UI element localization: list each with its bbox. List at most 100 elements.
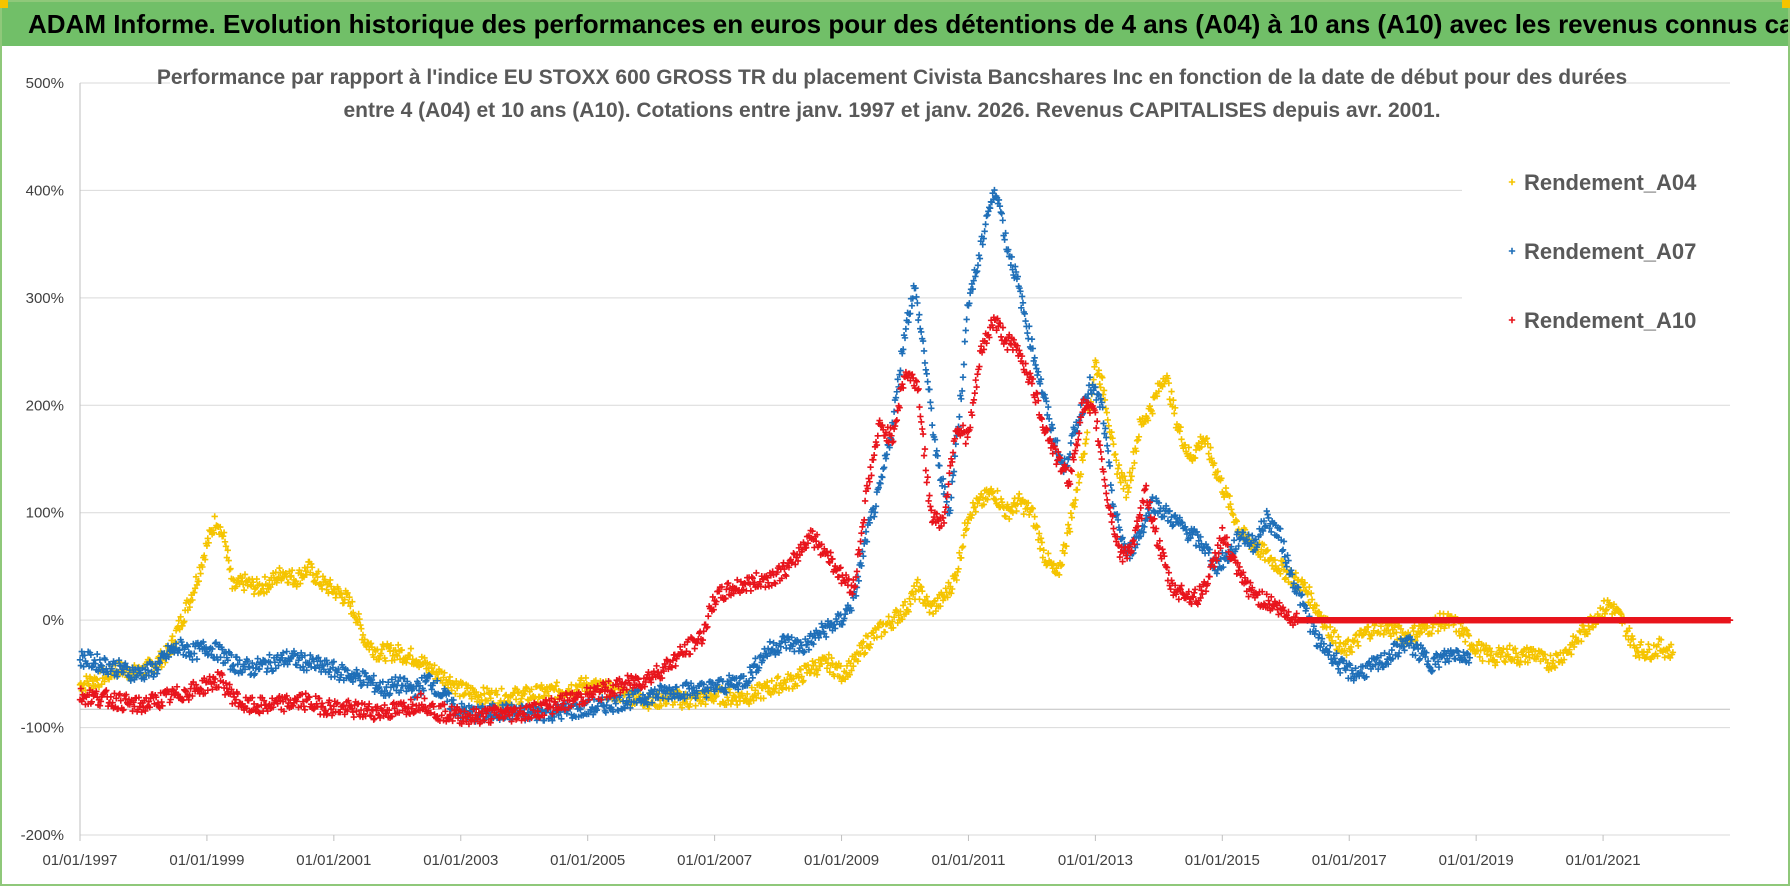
data-point	[1122, 477, 1129, 484]
data-point	[1064, 521, 1072, 528]
data-point	[1129, 465, 1136, 472]
data-point	[1113, 457, 1120, 464]
data-point	[251, 585, 259, 593]
data-point	[873, 634, 881, 641]
data-point	[1132, 448, 1140, 455]
data-point	[916, 311, 923, 318]
data-point	[445, 677, 453, 685]
data-point	[914, 576, 921, 583]
data-point	[890, 408, 898, 415]
data-point	[952, 572, 959, 579]
data-point	[663, 700, 670, 707]
data-point	[645, 705, 652, 712]
data-point	[1181, 441, 1189, 449]
data-point	[962, 440, 969, 447]
data-point	[367, 640, 375, 647]
y-tick-label: 300%	[26, 290, 64, 307]
data-point	[308, 564, 316, 571]
data-point	[382, 657, 389, 665]
data-point	[956, 549, 963, 557]
data-point	[393, 651, 400, 658]
data-point	[197, 570, 204, 577]
data-point	[1068, 468, 1076, 475]
data-point	[753, 569, 760, 577]
data-point	[517, 698, 524, 706]
data-point	[225, 557, 232, 564]
y-tick-label: -100%	[21, 720, 64, 737]
data-point	[861, 649, 869, 656]
data-point	[1102, 482, 1109, 490]
banner-corner-marker-left	[0, 0, 8, 8]
data-point	[180, 619, 187, 626]
data-point	[920, 347, 928, 355]
data-point	[1103, 490, 1110, 497]
data-point	[825, 651, 833, 658]
data-point	[431, 662, 438, 669]
data-point	[914, 299, 921, 307]
data-point	[179, 622, 186, 629]
data-point	[1155, 388, 1163, 395]
data-point	[492, 687, 500, 695]
data-point	[963, 525, 970, 532]
data-point	[1109, 435, 1116, 442]
data-point	[1192, 446, 1200, 454]
data-point	[395, 641, 402, 649]
y-tick-label: 500%	[26, 75, 64, 92]
data-point	[394, 652, 401, 660]
data-point	[837, 662, 844, 670]
data-point	[1229, 510, 1236, 517]
data-point	[1025, 499, 1032, 507]
data-point	[302, 567, 309, 575]
data-point	[1206, 573, 1213, 580]
data-point	[712, 693, 719, 701]
data-point	[842, 669, 850, 676]
data-point	[452, 690, 459, 697]
data-point	[999, 217, 1006, 224]
data-point	[193, 581, 201, 589]
data-point	[220, 529, 228, 536]
data-point	[954, 568, 961, 576]
data-point	[409, 656, 416, 663]
data-point	[1178, 436, 1185, 443]
data-point	[747, 587, 755, 595]
data-point	[997, 333, 1005, 340]
data-point	[176, 626, 183, 633]
data-point	[905, 608, 912, 615]
data-point	[263, 588, 270, 596]
x-tick-label: 01/01/2011	[931, 852, 1005, 869]
data-point	[976, 255, 984, 262]
data-point	[191, 589, 198, 596]
data-point	[822, 656, 830, 663]
data-point	[702, 700, 709, 708]
data-point	[466, 691, 474, 698]
data-point	[899, 616, 906, 623]
data-point	[1099, 374, 1106, 381]
x-tick-label: 01/01/2001	[296, 852, 371, 869]
data-point	[1166, 396, 1173, 403]
data-point	[403, 659, 410, 666]
data-point	[798, 673, 805, 680]
x-tick-label: 01/01/2003	[423, 852, 498, 869]
data-point	[1084, 429, 1091, 436]
data-point	[937, 602, 944, 610]
data-point	[317, 582, 325, 589]
data-point	[1142, 485, 1149, 493]
data-point	[964, 519, 971, 527]
data-point	[1068, 514, 1076, 521]
data-point	[813, 671, 821, 678]
data-point	[94, 676, 101, 684]
data-point	[1110, 525, 1117, 532]
data-point	[1096, 380, 1103, 388]
data-point	[804, 661, 812, 669]
data-point	[1101, 476, 1108, 483]
data-point	[350, 609, 357, 616]
data-point	[1095, 367, 1103, 374]
data-point	[201, 556, 209, 563]
data-point	[1079, 456, 1086, 464]
data-point	[359, 631, 367, 639]
data-point	[1083, 436, 1090, 443]
data-point	[956, 413, 963, 421]
data-point	[1229, 511, 1237, 519]
data-point	[512, 696, 520, 703]
data-point	[958, 395, 965, 403]
